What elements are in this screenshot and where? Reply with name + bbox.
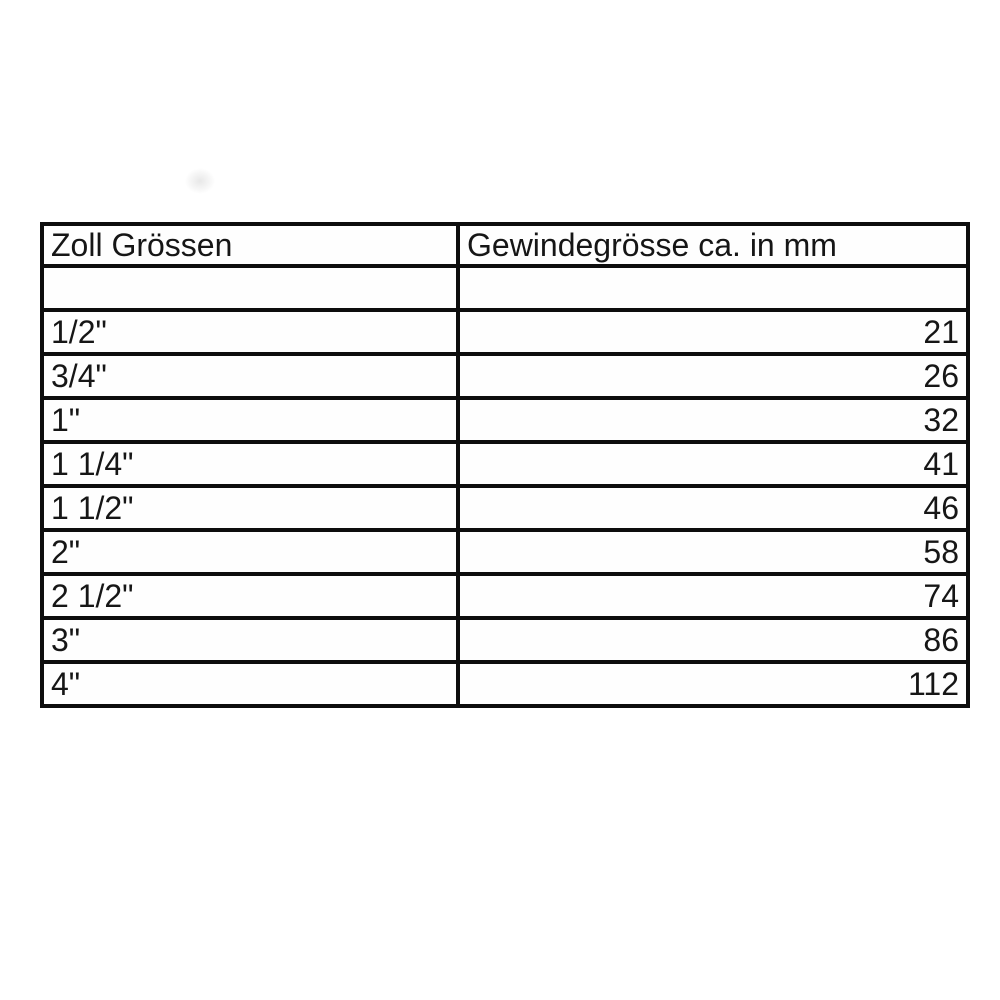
table-row: 3/4" 26 xyxy=(40,352,970,400)
cell-thread-mm: 112 xyxy=(456,660,970,708)
table-row: 2 1/2" 74 xyxy=(40,572,970,620)
column-header-gewindegroesse: Gewindegrösse ca. in mm xyxy=(456,222,970,268)
cell-zoll-size: 2" xyxy=(40,528,460,576)
column-header-zoll-groessen: Zoll Grössen xyxy=(40,222,460,268)
table-row: 1 1/2" 46 xyxy=(40,484,970,532)
cell-zoll-size: 3" xyxy=(40,616,460,664)
cell-thread-mm: 58 xyxy=(456,528,970,576)
cell-zoll-size: 1/2" xyxy=(40,308,460,356)
cell-zoll-size: 1 1/4" xyxy=(40,440,460,488)
cell-zoll-size: 1 1/2" xyxy=(40,484,460,532)
thread-size-table: Zoll Grössen Gewindegrösse ca. in mm 1/2… xyxy=(40,222,970,708)
table-header-row: Zoll Grössen Gewindegrösse ca. in mm xyxy=(40,222,970,268)
cell-thread-mm: 32 xyxy=(456,396,970,444)
table-row: 1/2" 21 xyxy=(40,308,970,356)
cell-zoll-size xyxy=(40,264,460,312)
table-row: 3" 86 xyxy=(40,616,970,664)
cell-thread-mm: 74 xyxy=(456,572,970,620)
cell-zoll-size: 4" xyxy=(40,660,460,708)
cell-thread-mm: 46 xyxy=(456,484,970,532)
table-row: 1 1/4" 41 xyxy=(40,440,970,488)
cell-zoll-size: 2 1/2" xyxy=(40,572,460,620)
cell-thread-mm: 41 xyxy=(456,440,970,488)
cell-thread-mm: 26 xyxy=(456,352,970,400)
cell-thread-mm: 21 xyxy=(456,308,970,356)
cell-thread-mm: 86 xyxy=(456,616,970,664)
image-artifact-smudge xyxy=(180,164,220,198)
cell-thread-mm xyxy=(456,264,970,312)
table-row: 4" 112 xyxy=(40,660,970,708)
table-row-empty xyxy=(40,264,970,312)
table-row: 1" 32 xyxy=(40,396,970,444)
cell-zoll-size: 3/4" xyxy=(40,352,460,400)
cell-zoll-size: 1" xyxy=(40,396,460,444)
table-row: 2" 58 xyxy=(40,528,970,576)
